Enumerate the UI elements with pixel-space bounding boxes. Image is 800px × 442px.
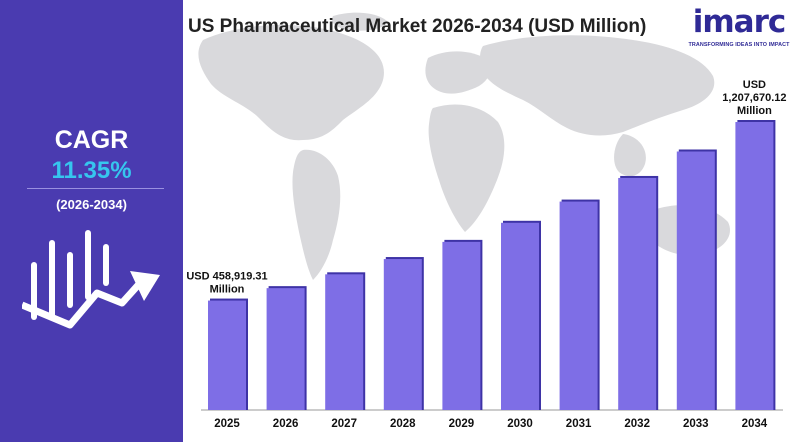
bar-2027 — [325, 274, 364, 410]
growth-chart-icon — [22, 230, 160, 329]
tick-label-2027: 2027 — [331, 418, 357, 430]
logo-wordmark: imarc — [692, 4, 787, 40]
tick-label-2029: 2029 — [449, 418, 475, 430]
tick-label-2033: 2033 — [683, 418, 709, 430]
cagr-panel: CAGR 11.35% (2026-2034) — [0, 0, 183, 442]
cagr-divider — [27, 188, 164, 189]
bar-2028 — [383, 259, 422, 410]
cagr-value: 11.35% — [51, 157, 132, 184]
cagr-label: CAGR — [54, 126, 129, 154]
bar-2026 — [266, 288, 305, 410]
data-label-2034-0: USD — [743, 79, 766, 91]
data-label-2034-2: Million — [737, 105, 772, 117]
bar-2033 — [676, 151, 715, 411]
chart-area: 2025 2026 2027 2028 2029 2030 2031 2032 2033 2034… — [183, 0, 800, 442]
tick-label-2032: 2032 — [624, 418, 650, 430]
bar-chart: 2025 2026 2027 2028 2029 2030 2031 2032 2033 2034… — [186, 79, 786, 430]
tick-label-2034: 2034 — [742, 418, 768, 430]
chart-title: US Pharmaceutical Market 2026-2034 (USD … — [188, 16, 647, 37]
bar-2030 — [501, 222, 539, 410]
tick-label-2030: 2030 — [507, 418, 533, 430]
bar-2034 — [735, 122, 774, 410]
world-map-background — [198, 12, 760, 280]
logo-tagline: TRANSFORMING IDEAS INTO IMPACT — [688, 42, 790, 48]
tick-label-2025: 2025 — [214, 418, 240, 430]
tick-label-2031: 2031 — [566, 418, 592, 430]
data-label-2025-1: Million — [210, 284, 245, 296]
data-label-2034-1: 1,207,670.12 — [722, 92, 786, 104]
tick-label-2028: 2028 — [390, 418, 416, 430]
imarc-logo: imarc TRANSFORMING IDEAS INTO IMPACT — [684, 4, 794, 52]
bar-2029 — [442, 241, 481, 410]
data-label-2025-0: USD 458,919.31 — [186, 271, 267, 283]
cagr-period: (2026-2034) — [56, 197, 127, 212]
bar-2032 — [618, 177, 657, 410]
tick-label-2026: 2026 — [273, 418, 299, 430]
bar-2031 — [559, 201, 598, 410]
bar-2025 — [208, 300, 246, 410]
